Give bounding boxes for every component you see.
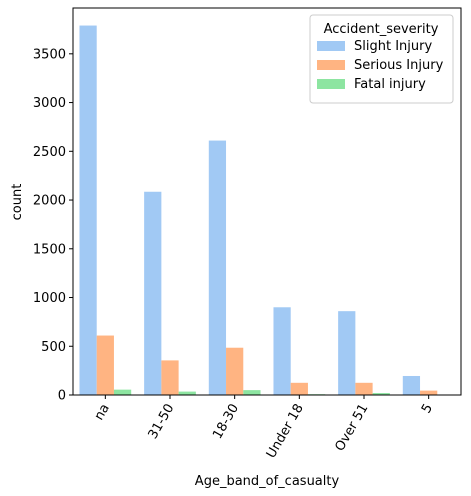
bar-serious-injury-0: [96, 335, 114, 395]
bar-slight-injury-5: [402, 375, 421, 395]
x-tick-label: 31-50: [146, 402, 178, 442]
x-axis-title: Age_band_of_casualty: [195, 474, 340, 489]
bar-fatal-injury-4: [372, 393, 390, 395]
legend: Accident_severity Slight Injury Serious I…: [309, 14, 454, 104]
y-tick-label: 2000: [33, 194, 66, 209]
bar-slight-injury-4: [338, 311, 356, 395]
bar-fatal-injury-1: [178, 391, 196, 395]
legend-box: [309, 14, 454, 104]
legend-title: Accident_severity: [324, 22, 439, 37]
x-tick-label: Over 51: [332, 402, 371, 454]
bar-serious-injury-2: [226, 347, 244, 395]
plot-frame: [72, 7, 462, 396]
bar-serious-injury-5: [420, 390, 438, 395]
x-axis: na 31-50 18-30 Under 18 Over 51 5: [92, 395, 436, 461]
bar-slight-injury-1: [144, 191, 162, 395]
x-tick-label: 18-30: [210, 402, 242, 442]
legend-swatch-slight-injury: [317, 41, 345, 51]
bar-slight-injury-2: [208, 140, 227, 395]
bar-serious-injury-3: [290, 382, 308, 395]
y-tick-label: 3500: [33, 47, 66, 62]
legend-label-serious-injury: Serious Injury: [354, 58, 444, 73]
y-tick-label: 1000: [33, 291, 66, 306]
x-tick-label: Under 18: [264, 402, 307, 461]
x-tick-label: 5: [419, 402, 436, 417]
legend-swatch-serious-injury: [317, 60, 345, 70]
y-axis-title: count: [10, 184, 25, 221]
legend-label-fatal-injury: Fatal injury: [354, 77, 426, 92]
legend-label-slight-injury: Slight Injury: [354, 39, 432, 54]
bar-fatal-injury-0: [113, 389, 132, 395]
bar-serious-injury-1: [161, 360, 179, 395]
bar-serious-injury-4: [355, 382, 373, 395]
y-axis: 0 500 1000 1500 2000 2500 3000 3500: [33, 47, 73, 404]
bar-slight-injury-3: [273, 307, 291, 395]
bar-slight-injury-0: [79, 25, 97, 396]
y-tick-label: 2500: [33, 145, 66, 160]
y-tick-label: 0: [58, 389, 66, 404]
bars-layer: [79, 25, 455, 396]
bar-fatal-injury-2: [243, 390, 261, 395]
legend-swatch-fatal-injury: [317, 79, 345, 89]
y-tick-label: 3000: [33, 96, 66, 111]
y-tick-label: 1500: [33, 242, 66, 257]
y-tick-label: 500: [41, 340, 66, 355]
x-tick-label: na: [92, 402, 113, 424]
